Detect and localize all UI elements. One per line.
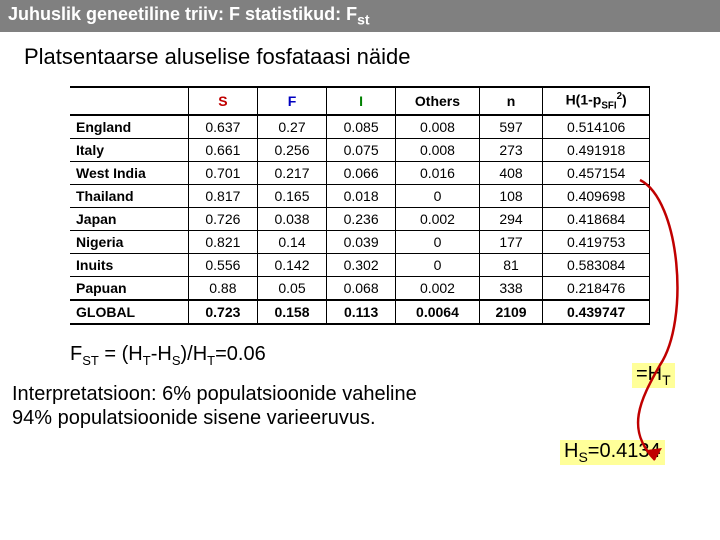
cell: 81 xyxy=(479,254,543,277)
interpretation: Interpretatsioon: 6% populatsioonide vah… xyxy=(0,376,520,430)
hs-annotation: HS=0.4134 xyxy=(560,440,665,465)
cell: 294 xyxy=(479,208,543,231)
fst-formula: FST = (HT-HS)/HT=0.06 xyxy=(0,325,720,376)
table-row: Japan0.7260.0380.2360.0022940.418684 xyxy=(70,208,650,231)
col-header: I xyxy=(327,87,396,115)
cell: 0.158 xyxy=(257,300,326,324)
cell: 597 xyxy=(479,115,543,139)
cell: 338 xyxy=(479,277,543,301)
table-header-row: SFIOthersnH(1-pSFI2) xyxy=(70,87,650,115)
row-label: Papuan xyxy=(70,277,188,301)
cell: 0.256 xyxy=(257,139,326,162)
col-header: Others xyxy=(396,87,480,115)
row-label: Italy xyxy=(70,139,188,162)
cell: 0.723 xyxy=(188,300,257,324)
cell: 0.27 xyxy=(257,115,326,139)
table-row: England0.6370.270.0850.0085970.514106 xyxy=(70,115,650,139)
row-label: Japan xyxy=(70,208,188,231)
cell: 0.085 xyxy=(327,115,396,139)
col-header: F xyxy=(257,87,326,115)
cell: 0.14 xyxy=(257,231,326,254)
cell: 0.637 xyxy=(188,115,257,139)
table-row: Nigeria0.8210.140.03901770.419753 xyxy=(70,231,650,254)
cell: 0.068 xyxy=(327,277,396,301)
data-table: SFIOthersnH(1-pSFI2) England0.6370.270.0… xyxy=(70,86,650,325)
row-label: Inuits xyxy=(70,254,188,277)
cell: 0.008 xyxy=(396,139,480,162)
row-label: England xyxy=(70,115,188,139)
cell: 0.583084 xyxy=(543,254,650,277)
cell: 0.113 xyxy=(327,300,396,324)
row-label: Thailand xyxy=(70,185,188,208)
table-row: Inuits0.5560.1420.3020810.583084 xyxy=(70,254,650,277)
table-row: Italy0.6610.2560.0750.0082730.491918 xyxy=(70,139,650,162)
cell: 0.419753 xyxy=(543,231,650,254)
ht-annotation: =HT xyxy=(632,363,675,388)
cell: 0 xyxy=(396,231,480,254)
subtitle: Platsentaarse aluselise fosfataasi näide xyxy=(0,32,720,86)
cell: 0.418684 xyxy=(543,208,650,231)
interp-line1: Interpretatsioon: 6% populatsioonide vah… xyxy=(12,382,520,406)
cell: 0.726 xyxy=(188,208,257,231)
cell: 0.066 xyxy=(327,162,396,185)
col-header: S xyxy=(188,87,257,115)
cell: 0.817 xyxy=(188,185,257,208)
row-label: GLOBAL xyxy=(70,300,188,324)
cell: 408 xyxy=(479,162,543,185)
cell: 0.457154 xyxy=(543,162,650,185)
cell: 0.018 xyxy=(327,185,396,208)
row-label: West India xyxy=(70,162,188,185)
cell: 273 xyxy=(479,139,543,162)
cell: 0.236 xyxy=(327,208,396,231)
global-row: GLOBAL0.7230.1580.1130.006421090.439747 xyxy=(70,300,650,324)
table-body: England0.6370.270.0850.0085970.514106Ita… xyxy=(70,115,650,324)
cell: 0.05 xyxy=(257,277,326,301)
cell: 0.008 xyxy=(396,115,480,139)
cell: 0.556 xyxy=(188,254,257,277)
cell: 0.0064 xyxy=(396,300,480,324)
cell: 0.491918 xyxy=(543,139,650,162)
cell: 0.002 xyxy=(396,277,480,301)
cell: 0.165 xyxy=(257,185,326,208)
cell: 0.88 xyxy=(188,277,257,301)
cell: 0.016 xyxy=(396,162,480,185)
col-header: n xyxy=(479,87,543,115)
slide-title-bar: Juhuslik geneetiline triiv: F statistiku… xyxy=(0,0,720,32)
cell: 0 xyxy=(396,185,480,208)
table-row: West India0.7010.2170.0660.0164080.45715… xyxy=(70,162,650,185)
row-label: Nigeria xyxy=(70,231,188,254)
table-row: Thailand0.8170.1650.01801080.409698 xyxy=(70,185,650,208)
title-sub: st xyxy=(357,12,369,28)
data-table-wrap: SFIOthersnH(1-pSFI2) England0.6370.270.0… xyxy=(70,86,650,325)
cell: 0.002 xyxy=(396,208,480,231)
cell: 0.218476 xyxy=(543,277,650,301)
table-row: Papuan0.880.050.0680.0023380.218476 xyxy=(70,277,650,301)
cell: 2109 xyxy=(479,300,543,324)
cell: 0.142 xyxy=(257,254,326,277)
title-main: Juhuslik geneetiline triiv: F statistiku… xyxy=(8,4,357,24)
cell: 0.302 xyxy=(327,254,396,277)
cell: 0.409698 xyxy=(543,185,650,208)
cell: 0.075 xyxy=(327,139,396,162)
cell: 0.217 xyxy=(257,162,326,185)
interp-line2: 94% populatsioonide sisene varieeruvus. xyxy=(12,406,520,430)
cell: 0.038 xyxy=(257,208,326,231)
cell: 0.514106 xyxy=(543,115,650,139)
cell: 0 xyxy=(396,254,480,277)
cell: 0.439747 xyxy=(543,300,650,324)
col-header: H(1-pSFI2) xyxy=(543,87,650,115)
cell: 108 xyxy=(479,185,543,208)
cell: 177 xyxy=(479,231,543,254)
cell: 0.821 xyxy=(188,231,257,254)
cell: 0.661 xyxy=(188,139,257,162)
col-header xyxy=(70,87,188,115)
cell: 0.039 xyxy=(327,231,396,254)
cell: 0.701 xyxy=(188,162,257,185)
